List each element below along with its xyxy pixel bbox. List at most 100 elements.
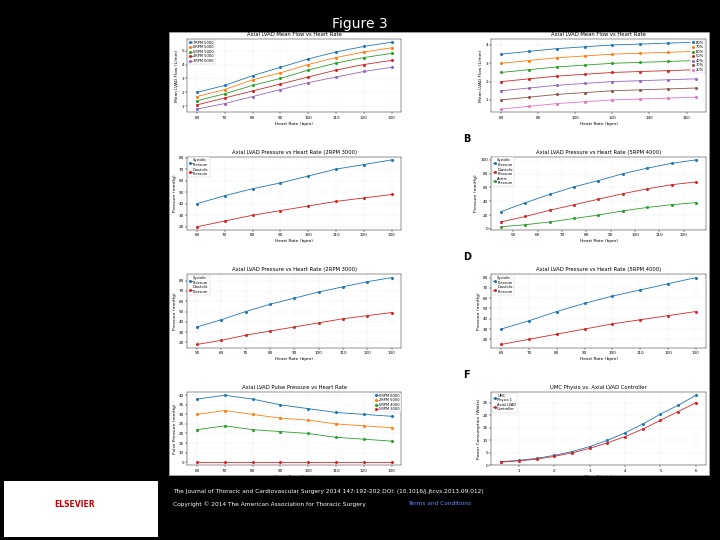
Systolic
Pressure: [570, 184, 578, 190]
Line: 20%: 20%: [500, 96, 697, 110]
Systolic
Pressure: [338, 284, 347, 290]
Systolic
Pressure: [193, 323, 202, 330]
5RPM 3000: [193, 459, 202, 465]
80%: [525, 48, 534, 55]
X-axis label: Heart Rate (bpm): Heart Rate (bpm): [275, 122, 313, 126]
Text: D: D: [464, 252, 472, 262]
Text: H: H: [464, 488, 472, 497]
Systolic
Pressure: [290, 295, 299, 301]
3RPM 6000: [276, 86, 284, 93]
UMC
Physio 1: [567, 448, 576, 455]
Diastolic
Pressure: [241, 332, 250, 339]
Text: 🌿: 🌿: [26, 502, 32, 511]
Text: The Journal of Thoracic and Cardiovascular Surgery 2014 147:192-202 DOI: (10.101: The Journal of Thoracic and Cardiovascul…: [173, 489, 484, 494]
50%: [691, 66, 700, 73]
6RPM 5000: [359, 49, 368, 55]
Axial LVAD
Controller: [639, 426, 647, 433]
Systolic
Pressure: [691, 157, 700, 163]
5RPM 5000: [248, 82, 257, 89]
Diastolic
Pressure: [691, 179, 700, 185]
X-axis label: Heart Rate (bpm): Heart Rate (bpm): [275, 239, 313, 244]
5RPM 4000: [387, 438, 396, 444]
Axial LVAD
Controller: [532, 456, 541, 462]
6RPM 5000: [193, 93, 202, 100]
Systolic
Pressure: [618, 171, 627, 177]
Diastolic
Pressure: [304, 203, 312, 210]
30%: [608, 87, 617, 94]
UMC
Physio 1: [656, 411, 665, 417]
Diastolic
Pressure: [618, 191, 627, 197]
Systolic
Pressure: [664, 280, 672, 287]
2RPM 5000: [220, 407, 229, 414]
5RPM 5000: [193, 98, 202, 104]
20%: [552, 100, 561, 107]
Systolic
Pressure: [594, 177, 603, 184]
40%: [608, 78, 617, 85]
5RPM 5000: [387, 50, 396, 57]
4RPM 5000: [304, 74, 312, 80]
80%: [580, 44, 589, 50]
Legend: Systolic
Pressure, Diastolic
Pressure, Aortic
Pressure: Systolic Pressure, Diastolic Pressure, A…: [492, 157, 514, 186]
80%: [497, 51, 505, 57]
5RPM 5000: [276, 75, 284, 82]
50%: [608, 69, 617, 76]
80%: [608, 42, 617, 48]
Diastolic
Pressure: [290, 323, 299, 330]
Y-axis label: Pressure (mmHg): Pressure (mmHg): [173, 174, 176, 212]
60%: [552, 64, 561, 70]
2RPM 5000: [276, 415, 284, 421]
Line: 6RPM 5000: 6RPM 5000: [196, 47, 392, 97]
Aortic
Pressure: [667, 201, 676, 208]
Y-axis label: Pulse Pressure (mmHg): Pulse Pressure (mmHg): [173, 403, 176, 454]
UMC
Physio 1: [515, 457, 523, 464]
70%: [552, 55, 561, 61]
Line: 40%: 40%: [500, 78, 697, 92]
Systolic
Pressure: [525, 318, 534, 324]
70%: [608, 51, 617, 57]
Systolic
Pressure: [497, 326, 505, 332]
Aortic
Pressure: [521, 221, 530, 228]
X-axis label: Heart Rate (bpm): Heart Rate (bpm): [580, 122, 618, 126]
Aortic
Pressure: [691, 199, 700, 206]
Systolic
Pressure: [387, 157, 396, 163]
30%: [525, 94, 534, 100]
30%: [636, 86, 644, 93]
5RPM 3000: [359, 459, 368, 465]
30%: [664, 86, 672, 92]
Diastolic
Pressure: [248, 212, 257, 219]
Diastolic
Pressure: [387, 191, 396, 198]
80%: [552, 45, 561, 52]
Systolic
Pressure: [636, 287, 644, 293]
50%: [636, 68, 644, 75]
Systolic
Pressure: [387, 274, 396, 281]
80%: [664, 40, 672, 46]
5RPM 3000: [387, 459, 396, 465]
20%: [691, 94, 700, 100]
40%: [664, 77, 672, 83]
Diastolic
Pressure: [387, 309, 396, 316]
Diastolic
Pressure: [636, 316, 644, 323]
60%: [636, 59, 644, 66]
Text: Terms and Conditions: Terms and Conditions: [408, 501, 471, 506]
5RPM 6000: [332, 409, 341, 416]
40%: [580, 80, 589, 87]
5RPM 6000: [359, 411, 368, 417]
X-axis label: Heart Rate (bpm): Heart Rate (bpm): [275, 357, 313, 361]
Title: Axial LVAD Pulse Pressure vs Heart Rate: Axial LVAD Pulse Pressure vs Heart Rate: [242, 385, 347, 390]
4RPM 5000: [248, 87, 257, 94]
70%: [664, 49, 672, 56]
Line: Diastolic
Pressure: Diastolic Pressure: [196, 312, 392, 345]
5RPM 4000: [248, 427, 257, 433]
Systolic
Pressure: [552, 308, 561, 315]
Axial LVAD
Controller: [550, 453, 559, 460]
6RPM 5000: [332, 55, 341, 61]
Systolic
Pressure: [497, 208, 505, 215]
Diastolic
Pressure: [220, 218, 229, 224]
5RPM 5000: [304, 67, 312, 73]
Diastolic
Pressure: [643, 186, 652, 192]
4RPM 5000: [193, 102, 202, 108]
30%: [497, 97, 505, 103]
20%: [664, 95, 672, 102]
Systolic
Pressure: [363, 279, 372, 285]
30%: [691, 85, 700, 91]
